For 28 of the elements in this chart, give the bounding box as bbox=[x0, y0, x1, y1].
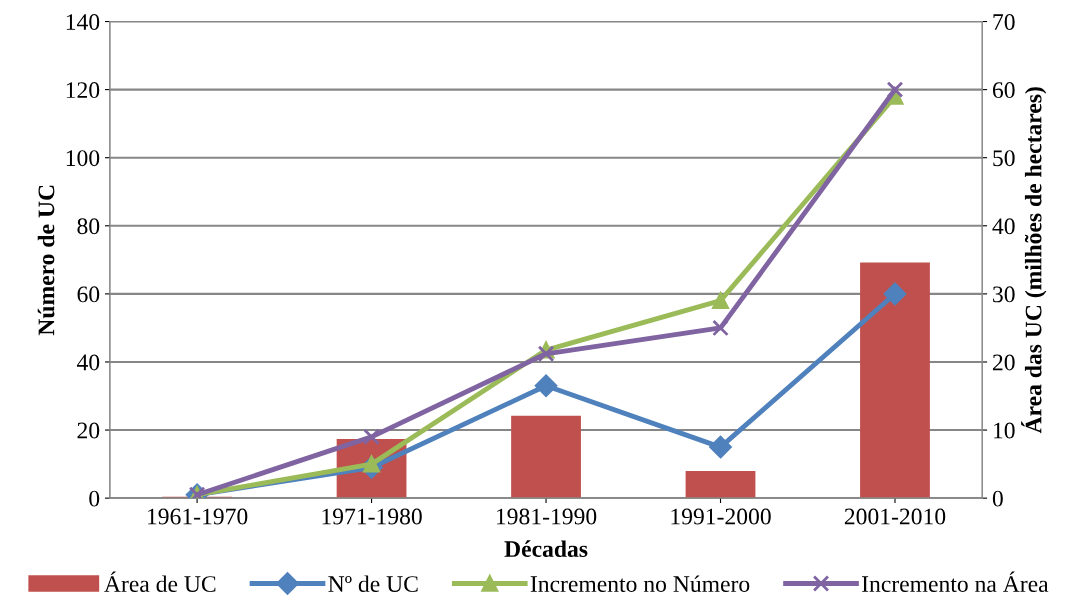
x-axis-title: Décadas bbox=[504, 540, 588, 558]
y2-tick-label: 20 bbox=[992, 354, 1015, 371]
x-tick-label: 2001-2010 bbox=[844, 508, 946, 525]
legend-label: Área de UC bbox=[104, 571, 216, 593]
y2-tick-label: 70 bbox=[993, 14, 1015, 30]
y2-tick-label: 60 bbox=[992, 82, 1015, 99]
y2-tick-label: 40 bbox=[992, 218, 1015, 235]
y-tick-label: 60 bbox=[77, 286, 100, 303]
y2-axis-title: Área das UC (milhões de hectares) bbox=[1021, 87, 1047, 434]
y-tick-label: 40 bbox=[76, 354, 100, 371]
legend-label: Incremento no Número bbox=[530, 575, 750, 593]
y-tick-label: 100 bbox=[66, 150, 100, 167]
y-tick-label: 0 bbox=[89, 490, 100, 507]
y-tick-label: 140 bbox=[66, 14, 100, 30]
x-tick-label: 1991-2000 bbox=[671, 508, 771, 525]
y-axis-title: Número de UC bbox=[37, 185, 55, 336]
y2-tick-label: 10 bbox=[994, 422, 1015, 439]
y-tick-label: 80 bbox=[77, 218, 100, 235]
y2-tick-label: 50 bbox=[993, 150, 1015, 167]
legend-label: Nº de UC bbox=[328, 575, 418, 593]
x-tick-label: 1971-1980 bbox=[322, 508, 422, 525]
y2-tick-label: 30 bbox=[993, 286, 1015, 303]
y-tick-label: 20 bbox=[77, 422, 100, 439]
x-tick-label: 1961-1970 bbox=[148, 508, 248, 525]
y-tick-label: 120 bbox=[66, 82, 100, 99]
legend-label: Incremento na Área bbox=[862, 571, 1049, 593]
y2-tick-label: 0 bbox=[992, 490, 1003, 507]
x-tick-label: 1981-1990 bbox=[496, 508, 597, 525]
